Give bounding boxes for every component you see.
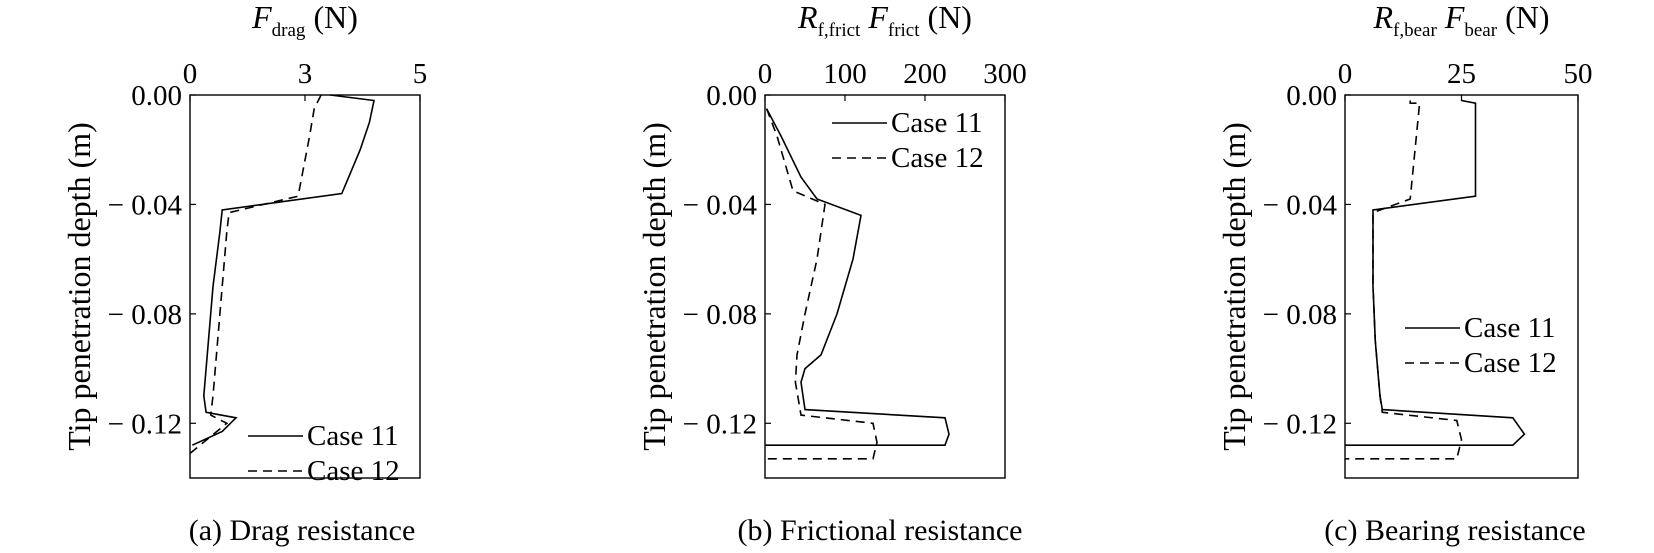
x-tick-label: 200 <box>903 58 947 90</box>
x-axis-unit: (N) <box>305 0 357 35</box>
plot-frame <box>1344 94 1579 479</box>
y-tick-label: 0.00 <box>706 80 757 112</box>
y-tick-label: − 0.04 <box>1263 189 1338 221</box>
y-axis-title: Tip penetration depth (m) <box>636 122 672 451</box>
series-line-case-12 <box>1345 100 1463 460</box>
y-axis-title: Tip penetration depth (m) <box>61 122 97 451</box>
y-tick-label: − 0.04 <box>683 189 758 221</box>
y-axis-title: Tip penetration depth (m) <box>1216 122 1252 451</box>
x-tick-label: 100 <box>823 58 867 90</box>
chart-caption: (b) Frictional resistance <box>738 514 1023 547</box>
x-axis-variable: R <box>797 0 818 35</box>
y-tick-label: − 0.04 <box>108 189 183 221</box>
x-tick-label: 5 <box>413 58 428 90</box>
y-tick-label: − 0.12 <box>683 408 757 440</box>
x-tick-label: 3 <box>298 58 313 90</box>
x-axis-subscript-2: bear <box>1464 20 1497 41</box>
chart-panel-3: 0 25 50 0.00 − 0.04 − 0.08 − 0.12 Rf,bear Fbear… <box>1216 0 1593 547</box>
chart-panel-1: 0 3 5 0.00 − 0.04 − 0.08 − 0.12 Fdrag (N) Tip pe… <box>61 0 427 547</box>
chart-panel-2: 0 100 200 300 0.00 − 0.04 − 0.08 − 0.12 Rf,frict… <box>636 0 1027 547</box>
x-tick-label: 25 <box>1447 58 1476 90</box>
y-tick-label: − 0.08 <box>683 299 757 331</box>
series-line-case-11 <box>191 94 375 446</box>
x-axis-variable-2: F <box>860 0 888 35</box>
x-axis-variable-2: F <box>1437 0 1465 35</box>
series-line-case-11 <box>1345 99 1526 447</box>
x-axis-subscript-2: frict <box>888 20 920 41</box>
x-tick-label: 0 <box>1338 58 1353 90</box>
x-axis-variable: R <box>1373 0 1394 35</box>
legend-label: Case 11 <box>1464 312 1556 344</box>
x-tick-label: 0 <box>758 58 773 90</box>
plot-frame <box>764 94 1006 479</box>
x-tick-label: 50 <box>1564 58 1593 90</box>
y-tick-label: 0.00 <box>131 80 182 112</box>
y-tick-label: − 0.12 <box>108 408 182 440</box>
series-line-case-12 <box>765 108 878 460</box>
y-tick-label: − 0.08 <box>108 299 182 331</box>
y-tick-label: − 0.08 <box>1263 299 1337 331</box>
x-tick-label: 300 <box>983 58 1027 90</box>
x-axis-unit: (N) <box>1497 0 1549 35</box>
y-tick-label: 0.00 <box>1286 80 1337 112</box>
chart-caption: (c) Bearing resistance <box>1324 514 1586 547</box>
x-axis-title: Rf,frict Ffrict (N) <box>797 0 972 41</box>
series-line-case-11 <box>765 108 950 447</box>
x-axis-subscript: drag <box>272 20 306 41</box>
y-tick-label: − 0.12 <box>1263 408 1337 440</box>
legend-label: Case 12 <box>307 455 400 487</box>
x-axis-title: Rf,bear Fbear (N) <box>1373 0 1550 41</box>
x-axis-title: Fdrag (N) <box>251 0 358 41</box>
legend-label: Case 12 <box>891 142 984 174</box>
chart-caption: (a) Drag resistance <box>189 514 416 547</box>
x-axis-variable: F <box>251 0 272 35</box>
legend-label: Case 11 <box>307 420 399 452</box>
x-axis-subscript: f,bear <box>1393 20 1437 41</box>
x-tick-label: 0 <box>183 58 198 90</box>
x-axis-unit: (N) <box>920 0 972 35</box>
x-axis-subscript: f,frict <box>818 20 861 41</box>
legend-label: Case 11 <box>891 107 983 139</box>
series-line-case-12 <box>189 94 322 455</box>
legend-label: Case 12 <box>1464 347 1557 379</box>
